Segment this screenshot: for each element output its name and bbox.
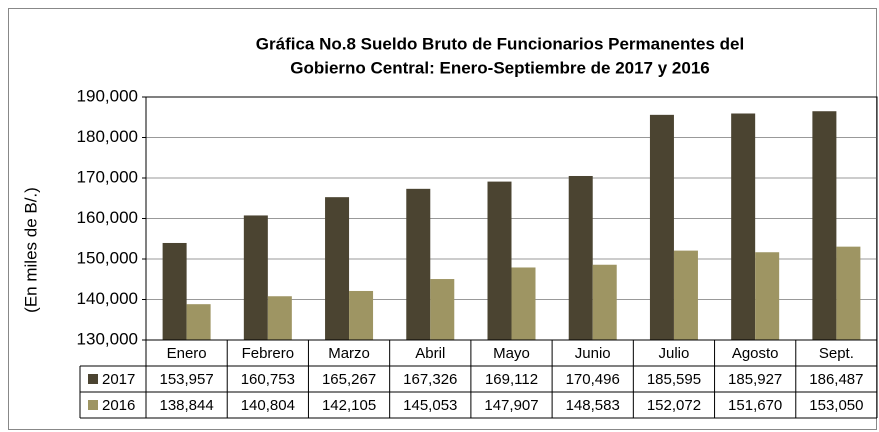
bar bbox=[673, 250, 698, 340]
bar bbox=[568, 175, 593, 340]
bar bbox=[349, 290, 374, 340]
x-tick-label: Julio bbox=[659, 345, 690, 362]
bar bbox=[836, 246, 861, 340]
y-tick-label: 150,000 bbox=[77, 248, 138, 267]
table-value: 167,326 bbox=[403, 371, 457, 388]
bar bbox=[592, 264, 617, 340]
table-value: 138,844 bbox=[159, 397, 213, 414]
x-tick-label: Junio bbox=[575, 345, 611, 362]
y-tick-label: 130,000 bbox=[77, 329, 138, 348]
x-tick-label: Marzo bbox=[328, 345, 370, 362]
table-value: 186,487 bbox=[809, 371, 863, 388]
y-axis-label: (En miles de B/.) bbox=[21, 187, 40, 313]
table-value: 153,957 bbox=[159, 371, 213, 388]
table-value: 147,907 bbox=[484, 397, 538, 414]
bar bbox=[325, 197, 350, 340]
table-value: 165,267 bbox=[322, 371, 376, 388]
bar bbox=[731, 113, 756, 340]
table-value: 142,105 bbox=[322, 397, 376, 414]
table-value: 185,595 bbox=[647, 371, 701, 388]
y-tick-label: 160,000 bbox=[77, 208, 138, 227]
bar bbox=[430, 279, 455, 340]
x-tick-label: Mayo bbox=[493, 345, 530, 362]
bar bbox=[243, 215, 268, 340]
table-value: 151,670 bbox=[728, 397, 782, 414]
table-value: 152,072 bbox=[647, 397, 701, 414]
bar bbox=[406, 188, 431, 340]
table-value: 140,804 bbox=[241, 397, 295, 414]
x-tick-label: Agosto bbox=[732, 345, 779, 362]
legend-swatch bbox=[88, 400, 98, 410]
legend-swatch bbox=[88, 374, 98, 384]
table-value: 185,927 bbox=[728, 371, 782, 388]
bar bbox=[649, 114, 674, 341]
bar bbox=[755, 252, 780, 340]
bar bbox=[511, 267, 536, 340]
y-tick-label: 170,000 bbox=[77, 167, 138, 186]
bar bbox=[267, 296, 292, 340]
bar bbox=[812, 111, 837, 340]
legend-label: 2016 bbox=[102, 397, 135, 414]
table-value: 148,583 bbox=[566, 397, 620, 414]
table-value: 170,496 bbox=[566, 371, 620, 388]
x-tick-label: Sept. bbox=[819, 345, 854, 362]
chart-title: Gráfica No.8 Sueldo Bruto de Funcionario… bbox=[256, 34, 744, 53]
table-value: 145,053 bbox=[403, 397, 457, 414]
y-tick-label: 190,000 bbox=[77, 86, 138, 105]
bar bbox=[162, 242, 187, 340]
y-tick-label: 140,000 bbox=[77, 289, 138, 308]
chart-title: Gobierno Central: Enero-Septiembre de 20… bbox=[290, 58, 709, 77]
x-tick-label: Abril bbox=[415, 345, 445, 362]
x-tick-label: Enero bbox=[167, 345, 207, 362]
y-tick-label: 180,000 bbox=[77, 127, 138, 146]
bar bbox=[487, 181, 512, 340]
x-tick-label: Febrero bbox=[242, 345, 295, 362]
legend-label: 2017 bbox=[102, 371, 135, 388]
table-value: 160,753 bbox=[241, 371, 295, 388]
bar bbox=[186, 304, 211, 340]
table-value: 169,112 bbox=[485, 371, 538, 388]
table-value: 153,050 bbox=[809, 397, 863, 414]
